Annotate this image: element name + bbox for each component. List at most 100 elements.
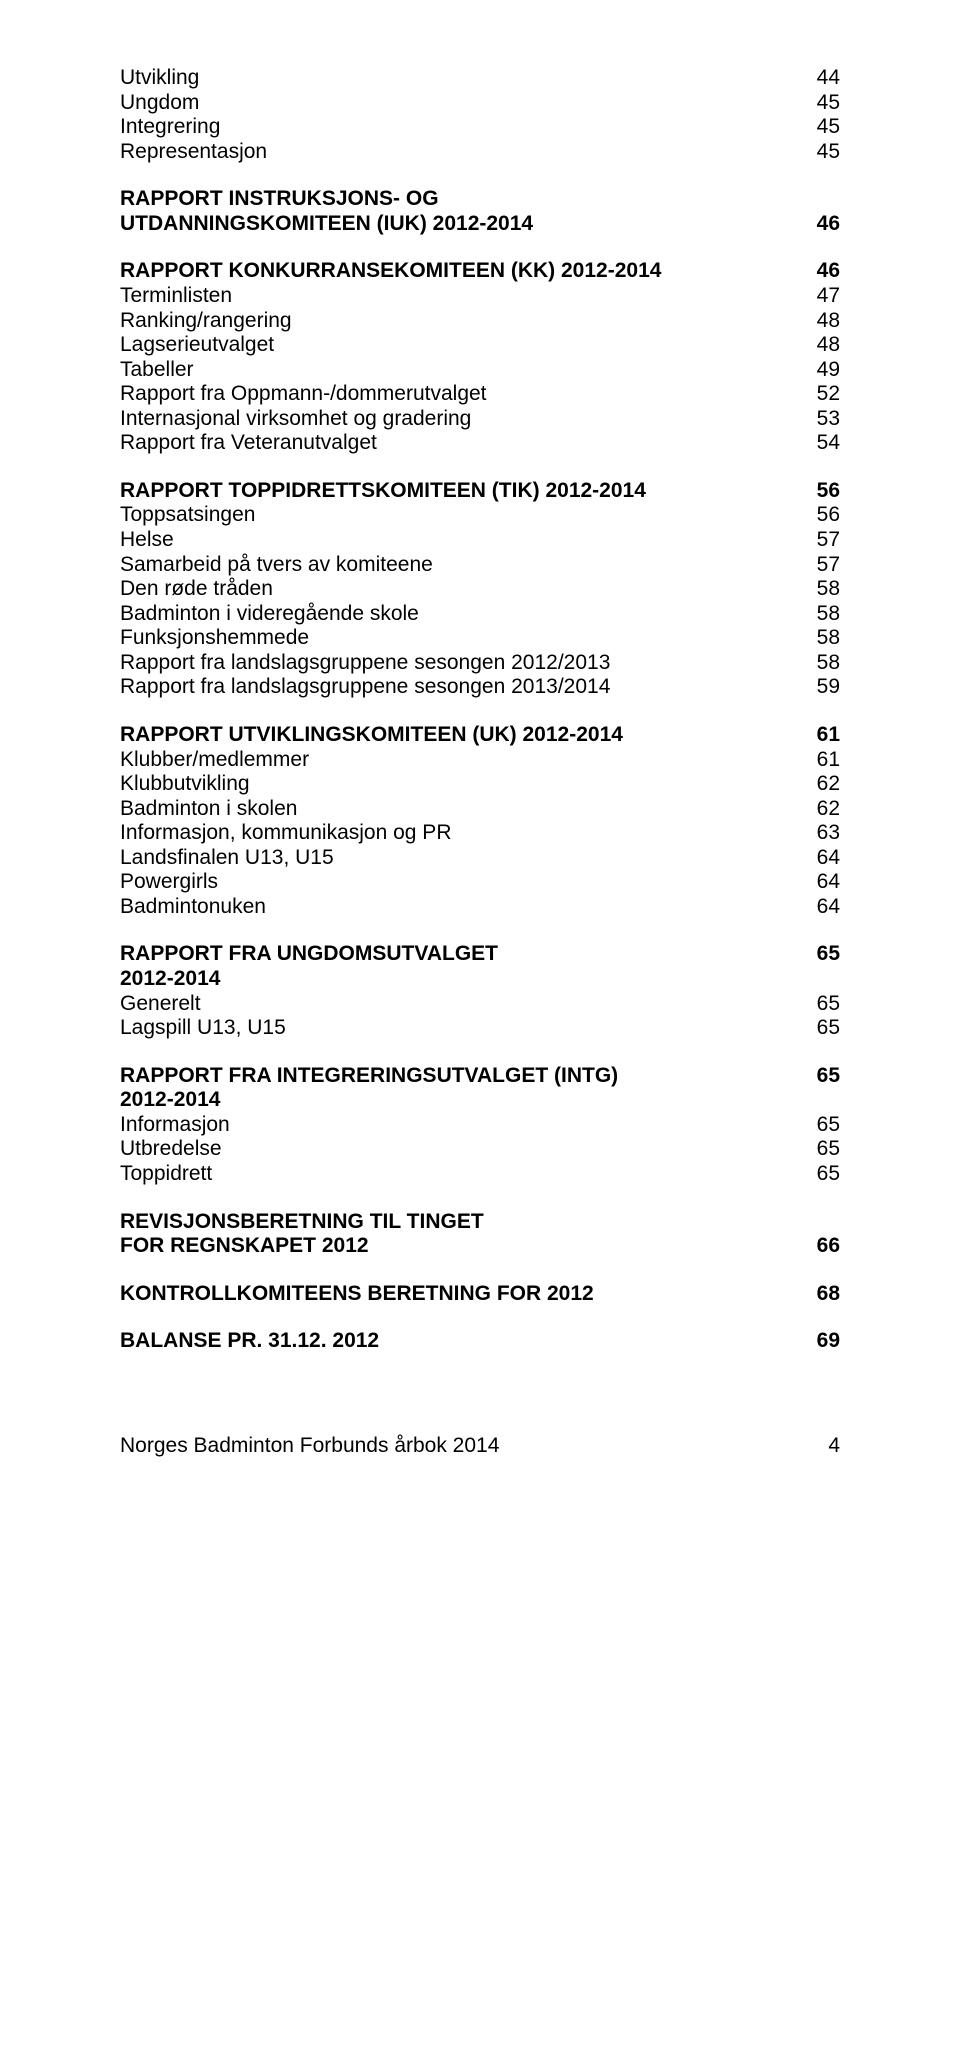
toc-label: Rapport fra landslagsgruppene sesongen 2… [120,675,797,700]
toc-page-number: 65 [797,1016,840,1041]
section-heading: UTDANNINGSKOMITEEN (IUK) 2012-2014 [120,212,797,237]
section-rev: REVISJONSBERETNING TIL TINGET FOR REGNSK… [120,1210,840,1259]
toc-label: Terminlisten [120,284,797,309]
toc-row: Terminlisten 47 [120,284,840,309]
toc-label: Den røde tråden [120,577,797,602]
toc-page-number: 62 [797,797,840,822]
toc-row: Helse 57 [120,528,840,553]
toc-label: Klubber/medlemmer [120,748,797,773]
toc-label: Samarbeid på tvers av komiteene [120,553,797,578]
toc-page-number: 65 [797,1113,840,1138]
toc-page-number: 57 [797,553,840,578]
toc-row: Rapport fra Veteranutvalget 54 [120,431,840,456]
toc-row: KONTROLLKOMITEENS BERETNING FOR 2012 68 [120,1282,840,1307]
toc-row: Generelt 65 [120,992,840,1017]
toc-row: Ranking/rangering 48 [120,309,840,334]
toc-row: Badmintonuken 64 [120,895,840,920]
toc-top-group: Utvikling 44 Ungdom 45 Integrering 45 Re… [120,66,840,164]
toc-page-number: 45 [797,140,840,165]
page-footer: Norges Badminton Forbunds årbok 2014 4 [120,1434,840,1459]
toc-row: Funksjonshemmede 58 [120,626,840,651]
toc-label: Klubbutvikling [120,772,797,797]
toc-page-number: 64 [797,870,840,895]
toc-page-number: 58 [797,651,840,676]
toc-page-number: 56 [797,479,840,504]
toc-page-number: 46 [797,259,840,284]
toc-label: Badmintonuken [120,895,797,920]
toc-page-number: 49 [797,358,840,383]
toc-row: Rapport fra landslagsgruppene sesongen 2… [120,651,840,676]
section-heading: RAPPORT KONKURRANSEKOMITEEN (KK) 2012-20… [120,259,797,284]
toc-page-number: 61 [797,723,840,748]
toc-row: Tabeller 49 [120,358,840,383]
section-heading: RAPPORT FRA UNGDOMSUTVALGET [120,942,797,967]
section-balanse: BALANSE PR. 31.12. 2012 69 [120,1329,840,1354]
section-tik: RAPPORT TOPPIDRETTSKOMITEEN (TIK) 2012-2… [120,479,840,700]
toc-label: Integrering [120,115,797,140]
section-heading: BALANSE PR. 31.12. 2012 [120,1329,797,1354]
toc-page-number: 68 [797,1282,840,1307]
toc-page-number: 47 [797,284,840,309]
toc-page-number: 65 [797,992,840,1017]
section-subtitle: 2012-2014 [120,967,840,992]
section-iuk: RAPPORT INSTRUKSJONS- OG UTDANNINGSKOMIT… [120,187,840,236]
toc-label: Rapport fra Veteranutvalget [120,431,797,456]
toc-label: Tabeller [120,358,797,383]
section-heading: RAPPORT FRA INTEGRERINGSUTVALGET (INTG) [120,1064,797,1089]
toc-label: Funksjonshemmede [120,626,797,651]
section-heading: KONTROLLKOMITEENS BERETNING FOR 2012 [120,1282,797,1307]
toc-page-number: 54 [797,431,840,456]
toc-row: Representasjon 45 [120,140,840,165]
toc-page-number: 48 [797,309,840,334]
section-heading: RAPPORT TOPPIDRETTSKOMITEEN (TIK) 2012-2… [120,479,797,504]
toc-page-number: 62 [797,772,840,797]
section-subtitle: 2012-2014 [120,1088,840,1113]
toc-page-number: 65 [797,1064,840,1089]
toc-label: Badminton i videregående skole [120,602,797,627]
toc-row: Utbredelse 65 [120,1137,840,1162]
toc-label: Lagserieutvalget [120,333,797,358]
toc-row: Landsfinalen U13, U15 64 [120,846,840,871]
toc-row: BALANSE PR. 31.12. 2012 69 [120,1329,840,1354]
toc-page-number: 69 [797,1329,840,1354]
toc-row: Powergirls 64 [120,870,840,895]
toc-page-number: 44 [797,66,840,91]
page: Utvikling 44 Ungdom 45 Integrering 45 Re… [0,0,960,2066]
section-kk: RAPPORT KONKURRANSEKOMITEEN (KK) 2012-20… [120,259,840,456]
toc-page-number: 45 [797,115,840,140]
footer-text: Norges Badminton Forbunds årbok 2014 [120,1434,808,1459]
toc-label: Toppidrett [120,1162,797,1187]
toc-row: Lagserieutvalget 48 [120,333,840,358]
section-kontroll: KONTROLLKOMITEENS BERETNING FOR 2012 68 [120,1282,840,1307]
toc-label: Ungdom [120,91,797,116]
toc-page-number: 46 [797,212,840,237]
toc-row: Integrering 45 [120,115,840,140]
toc-label: Powergirls [120,870,797,895]
toc-row: UTDANNINGSKOMITEEN (IUK) 2012-2014 46 [120,212,840,237]
toc-label: Lagspill U13, U15 [120,1016,797,1041]
toc-page-number: 48 [797,333,840,358]
toc-page-number: 56 [797,503,840,528]
toc-label: Internasjonal virksomhet og gradering [120,407,797,432]
section-intg: RAPPORT FRA INTEGRERINGSUTVALGET (INTG) … [120,1064,840,1187]
toc-row: RAPPORT KONKURRANSEKOMITEEN (KK) 2012-20… [120,259,840,284]
toc-page-number: 59 [797,675,840,700]
toc-row: Toppsatsingen 56 [120,503,840,528]
toc-row: Rapport fra landslagsgruppene sesongen 2… [120,675,840,700]
toc-row: Informasjon, kommunikasjon og PR 63 [120,821,840,846]
toc-row: Internasjonal virksomhet og gradering 53 [120,407,840,432]
toc-row: Lagspill U13, U15 65 [120,1016,840,1041]
toc-page-number: 52 [797,382,840,407]
toc-page-number: 61 [797,748,840,773]
toc-label: Badminton i skolen [120,797,797,822]
toc-page-number: 57 [797,528,840,553]
section-uk: RAPPORT UTVIKLINGSKOMITEEN (UK) 2012-201… [120,723,840,920]
toc-page-number: 65 [797,942,840,967]
toc-page-number: 63 [797,821,840,846]
toc-row: RAPPORT FRA UNGDOMSUTVALGET 65 [120,942,840,967]
toc-page-number: 58 [797,577,840,602]
toc-row: Utvikling 44 [120,66,840,91]
toc-row: Rapport fra Oppmann-/dommerutvalget 52 [120,382,840,407]
toc-row: Samarbeid på tvers av komiteene 57 [120,553,840,578]
toc-page-number: 53 [797,407,840,432]
